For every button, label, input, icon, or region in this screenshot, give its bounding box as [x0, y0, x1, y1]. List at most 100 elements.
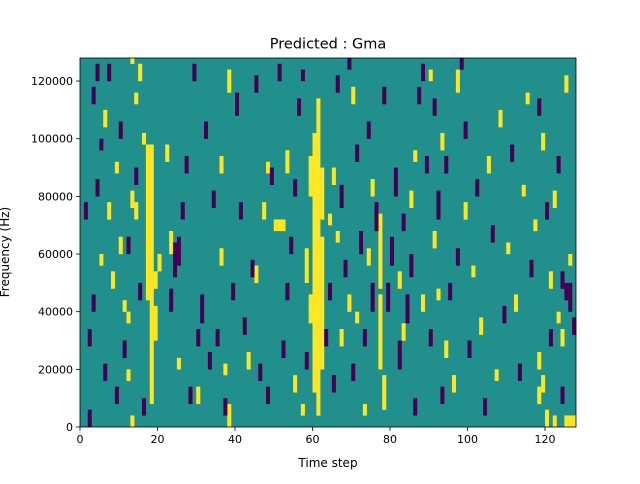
- heatmap-cell-high: [506, 242, 511, 255]
- heatmap-cell-low: [432, 98, 437, 116]
- heatmap-cell-low: [188, 386, 193, 405]
- heatmap-cell-high: [564, 415, 569, 428]
- heatmap-cell-low: [207, 352, 212, 370]
- heatmap-cell-high: [525, 92, 530, 105]
- heatmap-cell-high: [440, 132, 445, 151]
- heatmap-cell-low: [91, 86, 96, 105]
- heatmap-cell-low: [545, 202, 550, 220]
- heatmap-cell-low: [370, 282, 375, 312]
- heatmap-cell-low: [448, 282, 453, 301]
- heatmap-cell-high: [552, 190, 557, 209]
- plot-frame: [79, 57, 577, 428]
- heatmap-cell-high: [560, 328, 565, 347]
- heatmap-cell-low: [436, 190, 441, 220]
- heatmap-cell-low: [297, 98, 302, 116]
- heatmap-cell-high: [421, 294, 426, 312]
- heatmap-cell-low: [176, 236, 181, 266]
- heatmap-cell-high: [444, 340, 449, 358]
- heatmap-cell-low: [91, 294, 96, 312]
- heatmap-cell-low: [200, 294, 205, 324]
- heatmap-cell-high: [169, 230, 174, 255]
- heatmap-cell-low: [362, 328, 367, 347]
- heatmap-cell-low: [405, 294, 410, 324]
- heatmap-cell-low: [122, 340, 127, 358]
- heatmap-cell-low: [467, 340, 472, 358]
- heatmap-cell-high: [99, 254, 104, 266]
- heatmap-cell-high: [479, 317, 484, 335]
- heatmap-cell-high: [378, 213, 383, 289]
- heatmap-cell-high: [165, 144, 170, 162]
- heatmap-cell-low: [142, 398, 147, 416]
- heatmap-cell-high: [556, 311, 561, 324]
- heatmap-cell-high: [370, 179, 375, 197]
- heatmap-cell-low: [390, 236, 395, 266]
- heatmap-cell-high: [157, 254, 162, 272]
- heatmap-cell-high: [122, 300, 127, 312]
- heatmap-cell-high: [362, 403, 367, 416]
- heatmap-cell-low: [289, 236, 294, 255]
- heatmap-cell-low: [107, 63, 112, 82]
- heatmap-cell-low: [87, 409, 92, 428]
- heatmap-cell-high: [401, 323, 406, 341]
- heatmap-cell-low: [463, 121, 468, 139]
- heatmap-cell-high: [262, 202, 267, 220]
- x-tick-label: 120: [535, 433, 556, 446]
- heatmap-cell-low: [328, 282, 333, 301]
- heatmap-cell-high: [254, 265, 259, 284]
- heatmap-cell-low: [475, 179, 480, 197]
- heatmap-cell-high: [130, 58, 135, 64]
- heatmap-cell-high: [138, 63, 143, 82]
- heatmap-cell-low: [211, 190, 216, 209]
- heatmap-cell-high: [316, 98, 321, 416]
- heatmap-cell-high: [351, 86, 356, 105]
- heatmap-cell-low: [269, 167, 274, 185]
- heatmap-cell-low: [548, 328, 553, 347]
- y-tick-label: 20000: [38, 363, 73, 376]
- y-tick-label: 100000: [31, 133, 73, 146]
- heatmap-cell-low: [285, 282, 290, 301]
- x-axis-label: Time step: [297, 456, 357, 470]
- heatmap-cell-low: [355, 144, 360, 162]
- heatmap-cell-low: [374, 202, 379, 232]
- y-tick-label: 40000: [38, 306, 73, 319]
- heatmap-cell-low: [560, 386, 565, 405]
- y-axis: 0 20000 40000 60000 80000 100000 120000: [31, 75, 80, 434]
- heatmap-cell-low: [564, 282, 569, 301]
- heatmap-cell-low: [258, 363, 263, 382]
- heatmap-cell-high: [537, 352, 542, 370]
- heatmap-cell-high: [153, 271, 158, 289]
- heatmap-cell-high: [149, 144, 154, 405]
- heatmap-cell-high: [436, 288, 441, 301]
- heatmap-cell-low: [556, 156, 561, 174]
- heatmap-cell-high: [428, 69, 433, 82]
- heatmap-cell-high: [285, 150, 290, 174]
- heatmap-cell-high: [366, 248, 371, 266]
- heatmap-cell-low: [393, 167, 398, 197]
- heatmap-cell-low: [304, 352, 309, 370]
- heatmap-cell-high: [572, 415, 577, 428]
- heatmap-cell-high: [335, 230, 340, 243]
- heatmap-cell-high: [463, 202, 468, 220]
- heatmap-cell-low: [277, 63, 282, 82]
- heatmap-cell-high: [111, 271, 116, 289]
- heatmap-cell-low: [347, 58, 352, 70]
- heatmap-cell-high: [541, 375, 546, 393]
- heatmap-cell-high: [378, 294, 383, 370]
- heatmap-cell-low: [517, 363, 522, 382]
- heatmap-cell-low: [254, 75, 259, 93]
- heatmap-cell-high: [308, 156, 313, 197]
- heatmap-cell-high: [227, 69, 232, 93]
- heatmap-cell-low: [300, 69, 305, 82]
- heatmap-cell-high: [413, 150, 418, 162]
- heatmap-cell-high: [300, 403, 305, 416]
- heatmap-cell-low: [560, 271, 565, 289]
- heatmap-cell-low: [250, 259, 255, 278]
- heatmap-cell-low: [444, 156, 449, 174]
- heatmap-cell-low: [231, 282, 236, 301]
- heatmap-cell-high: [293, 375, 298, 393]
- heatmap-cell-high: [142, 132, 147, 145]
- x-tick-label: 80: [383, 433, 397, 446]
- heatmap-cell-low: [114, 386, 119, 405]
- heatmap-cell-low: [95, 179, 100, 197]
